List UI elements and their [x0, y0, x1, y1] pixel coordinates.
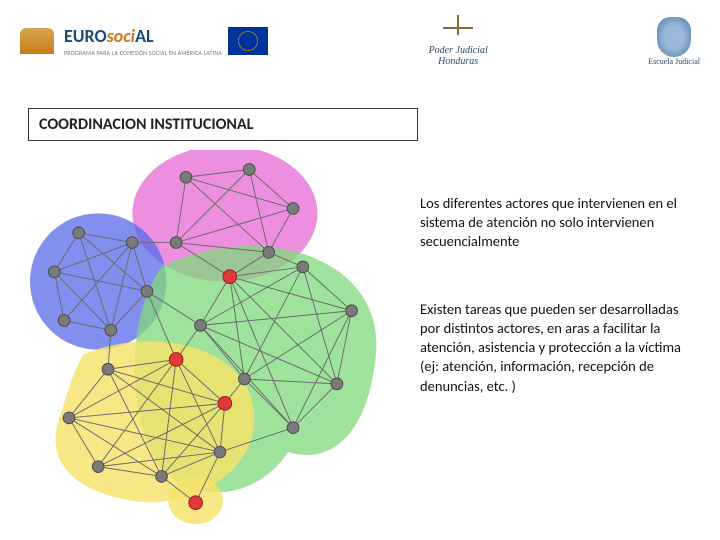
node: [105, 324, 117, 336]
eurosocial-suffix: AL: [135, 25, 154, 47]
node: [156, 471, 168, 483]
node: [102, 363, 114, 375]
node: [73, 227, 85, 239]
poder-judicial-line2: Honduras: [438, 56, 478, 67]
paragraph-2: Existen tareas que pueden ser desarrolla…: [420, 300, 690, 396]
header: EUROsociAL PROGRAMA PARA LA COHESIÓN SOC…: [0, 0, 720, 78]
logo-escuela-judicial: Escuela Judicial: [648, 17, 700, 66]
node: [214, 446, 226, 458]
node: [180, 171, 192, 183]
node: [287, 422, 299, 434]
eurosocial-subtitle: PROGRAMA PARA LA COHESIÓN SOCIAL EN AMÉR…: [64, 49, 222, 57]
node: [297, 261, 309, 273]
node: [243, 164, 255, 176]
node: [58, 315, 70, 327]
eurosocial-mid: soci: [107, 25, 135, 47]
scales-icon: [439, 15, 477, 45]
node: [92, 461, 104, 473]
node: [195, 320, 207, 332]
logo-eurosocial: EUROsociAL PROGRAMA PARA LA COHESIÓN SOC…: [20, 25, 268, 57]
shield-icon: [657, 17, 691, 57]
node: [263, 246, 275, 258]
hands-icon: [20, 28, 54, 54]
paragraph-1: Los diferentes actores que intervienen e…: [420, 194, 690, 251]
escuela-judicial-text: Escuela Judicial: [648, 57, 700, 66]
slide-title: COORDINACION INSTITUCIONAL: [28, 108, 418, 141]
node-red: [223, 270, 237, 284]
network-diagram: [20, 150, 420, 530]
node: [331, 378, 343, 390]
node: [170, 237, 182, 249]
node-red: [218, 397, 232, 411]
node: [63, 412, 75, 424]
eurosocial-wordmark: EUROsociAL: [64, 25, 222, 47]
node: [141, 285, 153, 297]
node: [126, 237, 138, 249]
node-red: [189, 496, 203, 510]
node: [49, 266, 61, 278]
node: [239, 373, 251, 385]
node-red: [169, 353, 183, 367]
eu-flag-icon: [228, 27, 268, 55]
poder-judicial-line1: Poder Judicial: [429, 45, 488, 56]
logo-poder-judicial: Poder Judicial Honduras: [429, 15, 488, 67]
eurosocial-prefix: EURO: [64, 25, 107, 47]
node: [287, 203, 299, 215]
node: [346, 305, 358, 317]
